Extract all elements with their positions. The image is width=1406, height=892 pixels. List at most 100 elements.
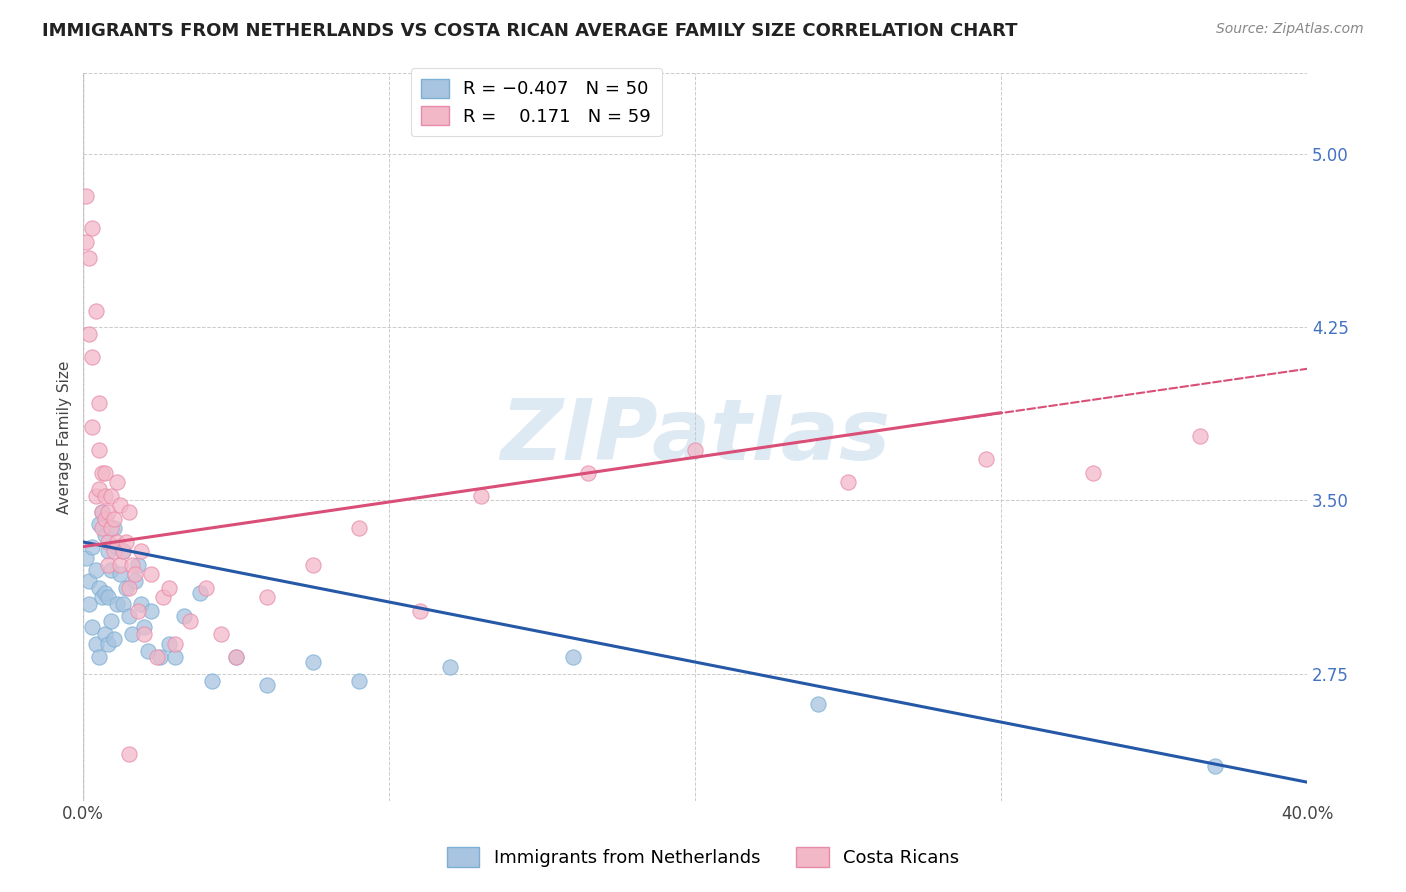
Point	[100, 489, 122, 503]
Point	[139, 604, 162, 618]
Point	[124, 574, 146, 589]
Point	[105, 475, 128, 489]
Legend: Immigrants from Netherlands, Costa Ricans: Immigrants from Netherlands, Costa Rican…	[440, 839, 966, 874]
Point	[79, 251, 101, 265]
Point	[82, 419, 104, 434]
Point	[108, 498, 131, 512]
Legend: R = −0.407   N = 50, R =    0.171   N = 59: R = −0.407 N = 50, R = 0.171 N = 59	[411, 68, 662, 136]
Point	[347, 521, 370, 535]
Point	[97, 558, 120, 573]
Point	[121, 558, 143, 573]
Point	[79, 598, 101, 612]
Point	[225, 650, 247, 665]
Point	[139, 567, 162, 582]
Point	[118, 608, 141, 623]
Point	[84, 637, 107, 651]
Point	[87, 516, 110, 531]
Point	[105, 540, 128, 554]
Point	[93, 489, 115, 503]
Point	[439, 659, 461, 673]
Point	[806, 697, 828, 711]
Point	[84, 489, 107, 503]
Point	[127, 604, 149, 618]
Point	[82, 351, 104, 365]
Text: Source: ZipAtlas.com: Source: ZipAtlas.com	[1216, 22, 1364, 37]
Point	[112, 544, 135, 558]
Point	[225, 650, 247, 665]
Point	[93, 586, 115, 600]
Point	[103, 512, 125, 526]
Point	[1188, 429, 1211, 443]
Point	[97, 535, 120, 549]
Point	[87, 442, 110, 457]
Point	[82, 540, 104, 554]
Point	[93, 528, 115, 542]
Point	[145, 650, 167, 665]
Point	[165, 650, 187, 665]
Point	[93, 512, 115, 526]
Point	[108, 567, 131, 582]
Point	[82, 221, 104, 235]
Point	[165, 637, 187, 651]
Point	[105, 535, 128, 549]
Point	[90, 521, 112, 535]
Point	[93, 627, 115, 641]
Point	[301, 655, 323, 669]
Point	[90, 505, 112, 519]
Point	[209, 627, 232, 641]
Point	[149, 650, 172, 665]
Point	[115, 581, 138, 595]
Point	[79, 574, 101, 589]
Point	[108, 558, 131, 573]
Point	[84, 304, 107, 318]
Point	[90, 591, 112, 605]
Point	[90, 466, 112, 480]
Point	[97, 505, 120, 519]
Point	[683, 442, 706, 457]
Text: IMMIGRANTS FROM NETHERLANDS VS COSTA RICAN AVERAGE FAMILY SIZE CORRELATION CHART: IMMIGRANTS FROM NETHERLANDS VS COSTA RIC…	[42, 22, 1018, 40]
Point	[194, 581, 217, 595]
Point	[100, 614, 122, 628]
Point	[79, 327, 101, 342]
Point	[470, 489, 492, 503]
Point	[131, 598, 153, 612]
Point	[121, 627, 143, 641]
Point	[136, 643, 159, 657]
Point	[134, 627, 156, 641]
Point	[157, 637, 180, 651]
Point	[87, 396, 110, 410]
Point	[82, 620, 104, 634]
Point	[100, 521, 122, 535]
Point	[157, 581, 180, 595]
Point	[75, 235, 97, 249]
Point	[103, 521, 125, 535]
Point	[105, 598, 128, 612]
Point	[837, 475, 859, 489]
Point	[124, 567, 146, 582]
Point	[75, 188, 97, 202]
Point	[409, 604, 432, 618]
Point	[118, 581, 141, 595]
Point	[256, 678, 278, 692]
Point	[256, 591, 278, 605]
Y-axis label: Average Family Size: Average Family Size	[58, 360, 72, 514]
Point	[97, 591, 120, 605]
Point	[561, 650, 583, 665]
Point	[301, 558, 323, 573]
Point	[576, 466, 599, 480]
Point	[112, 544, 135, 558]
Point	[118, 747, 141, 762]
Point	[131, 544, 153, 558]
Point	[152, 591, 174, 605]
Point	[134, 620, 156, 634]
Point	[90, 505, 112, 519]
Point	[127, 558, 149, 573]
Point	[87, 581, 110, 595]
Point	[115, 535, 138, 549]
Point	[173, 608, 195, 623]
Point	[201, 673, 224, 688]
Point	[974, 451, 997, 466]
Point	[75, 551, 97, 566]
Point	[97, 544, 120, 558]
Point	[100, 563, 122, 577]
